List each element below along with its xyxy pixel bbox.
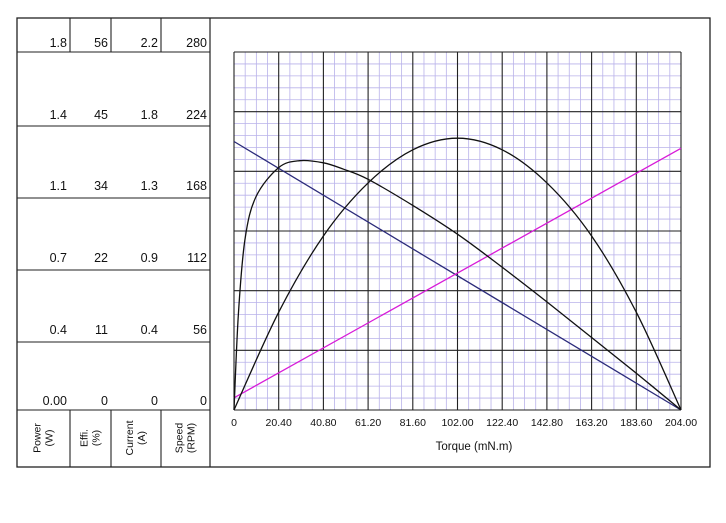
y-tick-label: 112: [187, 251, 207, 265]
x-tick-label: 122.40: [486, 417, 518, 429]
x-tick-label: 183.60: [620, 417, 652, 429]
y-tick-label: 0.00: [43, 394, 67, 408]
axis-name: Current: [124, 420, 136, 455]
y-tick-label: 56: [193, 323, 207, 337]
x-tick-label: 0: [231, 417, 237, 429]
y-tick-label: 0.4: [50, 323, 67, 337]
axis-name: Speed: [174, 423, 186, 454]
y-tick-label: 0.7: [50, 251, 67, 265]
y-tick-label: 1.3: [141, 179, 158, 193]
y-tick-label: 1.8: [50, 36, 67, 50]
axis-unit: (W): [44, 430, 56, 447]
effi-curve: [233, 159, 682, 411]
y-tick-label: 0: [101, 394, 108, 408]
axis-table: 0.00 0.4 0.7 1.1 1.4 1.8 Power (W) 0 11 22 34 45 56 Ef…: [17, 18, 211, 468]
x-tick-label: 61.20: [355, 417, 381, 429]
x-tick-label: 20.40: [266, 417, 292, 429]
x-tick-label: 40.80: [310, 417, 336, 429]
axis-header: Current (A): [124, 420, 148, 455]
axis-name: Power: [32, 423, 44, 453]
y-tick-label: 0: [200, 394, 207, 408]
axis-header: Power (W): [32, 423, 56, 453]
axis-name: Effi.: [79, 429, 91, 447]
y-tick-label: 34: [94, 179, 108, 193]
chart-frame: [16, 17, 711, 468]
y-tick-label: 45: [94, 108, 108, 122]
y-tick-label: 1.8: [141, 108, 158, 122]
x-axis-label: Torque (mN.m): [436, 441, 513, 453]
axis-header: Effi. (%): [79, 429, 103, 447]
axis-unit: (RPM): [186, 423, 198, 453]
axis-header: Speed (RPM): [174, 423, 198, 454]
y-tick-label: 0.4: [141, 323, 158, 337]
y-tick-label: 11: [95, 323, 108, 337]
x-axis-ticks: 0 20.40 40.80 61.20 81.60 102.00 122.40 142.80 1…: [231, 417, 697, 429]
y-tick-label: 168: [186, 179, 207, 193]
y-tick-label: 1.1: [50, 179, 67, 193]
axis-unit: (A): [136, 431, 148, 445]
y-tick-label: 1.4: [50, 108, 67, 122]
plot-series: [233, 137, 682, 411]
axis-unit: (%): [91, 430, 103, 446]
y-tick-label: 2.2: [141, 36, 158, 50]
y-tick-label: 0.9: [141, 251, 158, 265]
x-tick-label: 102.00: [441, 417, 473, 429]
y-tick-label: 0: [151, 394, 158, 408]
y-tick-label: 22: [94, 251, 108, 265]
current-curve: [233, 147, 682, 399]
y-tick-label: 224: [186, 108, 207, 122]
x-tick-label: 163.20: [576, 417, 608, 429]
x-tick-label: 204.00: [665, 417, 697, 429]
y-tick-label: 280: [186, 36, 207, 50]
power-curve: [233, 137, 682, 411]
speed-curve: [233, 140, 682, 411]
plot-grid: [233, 51, 682, 411]
y-tick-label: 56: [94, 36, 108, 50]
x-tick-label: 142.80: [531, 417, 563, 429]
x-tick-label: 81.60: [400, 417, 426, 429]
